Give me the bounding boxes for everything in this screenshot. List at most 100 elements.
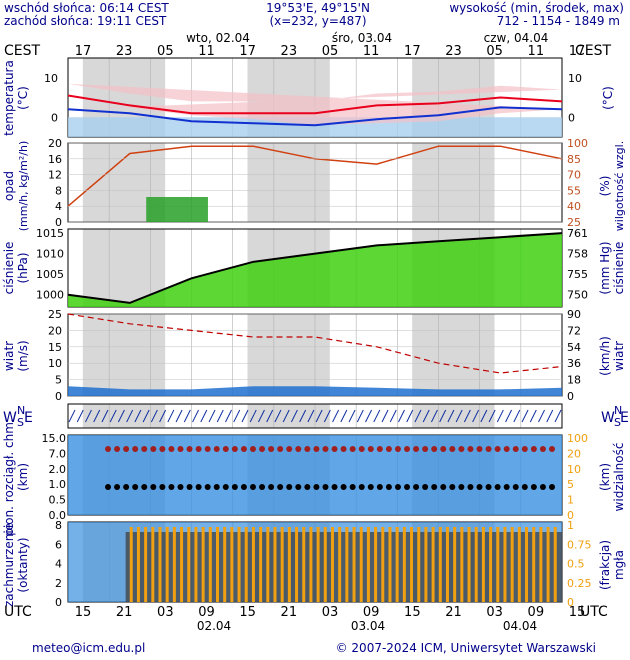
cover-tick-left: 0 <box>55 596 62 609</box>
footer-email: meteo@icm.edu.pl <box>32 641 145 655</box>
cloud-base-dot <box>114 484 121 490</box>
cloud-top-dot <box>503 446 510 452</box>
fog-bar <box>517 527 521 602</box>
pressure-area <box>68 233 562 307</box>
wind-direction-arrow <box>290 409 298 423</box>
fog-bar <box>172 527 176 602</box>
cloud-top-dot <box>404 446 411 452</box>
compass-e-left: E <box>24 410 33 426</box>
temp-right-unit: (°C) <box>601 86 615 110</box>
fog-bar <box>503 527 507 602</box>
precip-tick-left: 0 <box>55 216 62 229</box>
cloud-top-dot <box>440 446 447 452</box>
coords-text: 19°53'E, 49°15'N <box>266 1 370 15</box>
fog-tick-right: 0.25 <box>567 577 592 590</box>
wind-direction-arrow <box>274 409 282 423</box>
pressure-line <box>67 232 563 304</box>
cloud-base-dot <box>231 484 238 490</box>
wind-direction-arrow <box>134 409 142 423</box>
compass-w-left: W <box>3 410 17 426</box>
cover-left-label: zachmurzenie <box>2 523 16 607</box>
panel-wind: 25 90 20 72 15 54 10 36 5 18 0 0 <box>48 308 581 403</box>
bottom-hour-label: 21 <box>445 605 462 620</box>
cover-labels: zachmurzenie (oktanty) (frakcja) mgła <box>2 523 626 607</box>
footer-copyright: © 2007-2024 ICM, Uniwersytet Warszawski <box>336 641 596 655</box>
wind-direction-arrow <box>356 409 364 423</box>
cloud-base-dot <box>458 484 465 490</box>
cloud-top-dot <box>485 446 492 452</box>
wind-direction-arrow <box>150 409 158 423</box>
fog-bar <box>151 527 155 602</box>
temp-tick-right: 10 <box>568 72 582 85</box>
night-shade <box>412 143 495 222</box>
wind-direction-arrow <box>472 409 480 423</box>
cover-tick-left: 2 <box>55 577 62 590</box>
panel-cover: 8 1 6 0.75 4 0.5 2 0.25 0 0 <box>55 519 592 609</box>
wind-direction-arrow <box>200 409 208 423</box>
wind-direction-arrow <box>109 409 117 423</box>
cloud-base-dot <box>340 484 347 490</box>
bottom-tz-label: UTC <box>4 604 32 620</box>
top-hour-label: 23 <box>116 44 133 59</box>
cloud-top-dot <box>259 446 266 452</box>
wind-tick-right: 18 <box>567 374 581 387</box>
night-shade <box>247 314 330 396</box>
wind-direction-arrow <box>381 409 389 423</box>
temperature-labels: temperatura (°C) (°C) <box>2 60 615 136</box>
cloud-base-dot <box>358 484 365 490</box>
pressure-tick-right: 750 <box>567 289 588 302</box>
top-hour-label: 17 <box>569 44 586 59</box>
cloud-top-dot <box>150 446 157 452</box>
fog-bar <box>129 527 133 602</box>
night-shade <box>247 143 330 222</box>
cloud-base-dot <box>530 484 537 490</box>
bottom-hour-label: 15 <box>239 605 256 620</box>
wind-direction-arrow <box>422 409 430 423</box>
panel-pressure: 1015 761 1010 758 1005 755 1000 750 <box>36 227 588 308</box>
cloud-base-dot <box>295 484 302 490</box>
fog-bar <box>402 527 406 602</box>
cloud-base-dot <box>431 484 438 490</box>
cloud-top-dot <box>123 446 130 452</box>
pressure-tick-right: 761 <box>567 227 588 240</box>
fog-bar <box>525 527 529 602</box>
pressure-right-unit: (mm Hg) <box>598 241 612 294</box>
cloud-base-dot <box>150 484 157 490</box>
cloud-base-dot <box>123 484 130 490</box>
temperature-line <box>67 94 563 115</box>
cloud-base-dot <box>512 484 519 490</box>
wind-direction-arrow <box>554 409 562 423</box>
cloud-top-dot <box>132 446 139 452</box>
bottom-hour-label: 21 <box>116 605 133 620</box>
fog-bar <box>302 527 306 602</box>
wind-tick-left: 0 <box>55 390 62 403</box>
cloud-top-dot <box>231 446 238 452</box>
wind-direction-arrow <box>546 409 554 423</box>
top-hour-label: 05 <box>322 44 339 59</box>
wind-direction-arrow <box>76 409 84 423</box>
cloud-base-dot <box>240 484 247 490</box>
cloud-base-dot <box>449 484 456 490</box>
fog-bar <box>201 527 205 602</box>
humidity-tick-right: 25 <box>567 216 581 229</box>
cloud-base-dot <box>322 484 329 490</box>
wind-direction-arrow <box>463 409 471 423</box>
cloud-top-dot <box>322 446 329 452</box>
cloud-base-dot <box>286 484 293 490</box>
wind-tick-left: 25 <box>48 308 62 321</box>
cloud-top-dot <box>467 446 474 452</box>
fog-bar <box>251 527 255 602</box>
fog-bar <box>330 527 334 602</box>
cloud-base-dot <box>503 484 510 490</box>
date-label-2: 03.04 <box>351 619 385 633</box>
fog-bar <box>431 527 435 602</box>
pressure-tick-left: 1010 <box>36 248 64 261</box>
cloud-top-dot <box>204 446 211 452</box>
fog-bar <box>287 527 291 602</box>
wind-direction-arrow <box>126 409 134 423</box>
wind-direction-arrow <box>488 409 496 423</box>
humidity-tick-right: 100 <box>567 137 588 150</box>
wind-direction-arrow <box>315 409 323 423</box>
bottom-hour-label: 09 <box>528 605 545 620</box>
